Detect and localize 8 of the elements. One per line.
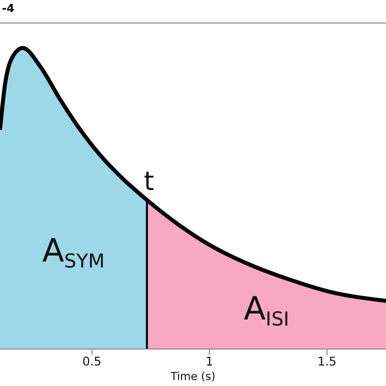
series-label: A$_{ISI}$ [244, 290, 290, 330]
text: -4 [2, 2, 14, 15]
annotation: t [144, 166, 154, 197]
series-label: A$_{SYM}$ [42, 232, 105, 272]
x-tick-label: 1.5 [317, 354, 337, 369]
x-tick-label: 0.5 [82, 354, 102, 369]
x-axis-title: Time (s) [170, 370, 216, 383]
x-tick-label: 1 [206, 354, 214, 369]
